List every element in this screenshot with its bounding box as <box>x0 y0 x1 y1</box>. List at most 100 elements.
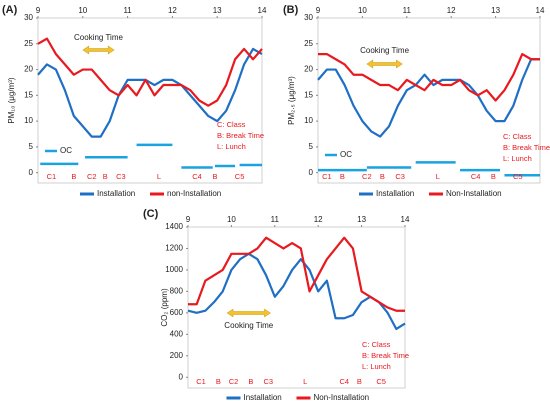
x-tick-label: 12 <box>314 215 323 224</box>
y-tick-label: 20 <box>24 65 33 74</box>
y-tick-label: 10 <box>24 116 33 125</box>
data-line <box>317 58 540 138</box>
oc-legend-label: OC <box>340 150 352 159</box>
period-label: C3 <box>263 377 273 386</box>
x-tick-label: 11 <box>123 6 132 15</box>
period-label: C4 <box>339 377 349 386</box>
cooking-time-label: Cooking Time <box>74 33 123 42</box>
period-label: C3 <box>395 172 405 181</box>
key-text: L: Lunch <box>503 154 532 163</box>
x-tick-label: 10 <box>227 215 236 224</box>
period-label: C1 <box>196 377 206 386</box>
y-axis-label: CO₂ (ppm) <box>160 288 169 327</box>
period-label: C2 <box>87 172 97 181</box>
y-axis-label: PM₂.₅ (μg/m³) <box>287 76 296 125</box>
period-label: C5 <box>376 377 386 386</box>
y-tick-label: 20 <box>304 65 313 74</box>
x-tick-label: 12 <box>447 6 456 15</box>
period-label: C2 <box>229 377 239 386</box>
legend-label: Installation <box>244 393 282 402</box>
key-text: B: Break Time <box>503 143 550 152</box>
x-tick-label: 14 <box>536 6 545 15</box>
y-tick-label: 5 <box>29 142 34 151</box>
period-label: C4 <box>471 172 481 181</box>
x-tick-label: 10 <box>78 6 87 15</box>
cooking-time-arrow <box>226 308 271 318</box>
period-label: B <box>380 172 385 181</box>
period-label: C1 <box>322 172 332 181</box>
cooking-time-label: Cooking Time <box>360 46 409 55</box>
period-label: C2 <box>362 172 372 181</box>
period-label: C3 <box>116 172 126 181</box>
x-tick-label: 10 <box>358 6 367 15</box>
period-label: B <box>340 172 345 181</box>
panel-label: (B) <box>283 4 299 16</box>
y-tick-label: 5 <box>309 142 314 151</box>
period-label: B <box>103 172 108 181</box>
legend-label: Non-Installation <box>314 393 370 402</box>
period-label: L <box>436 172 440 181</box>
x-tick-label: 13 <box>491 6 500 15</box>
y-tick-label: 400 <box>170 329 184 338</box>
y-axis-label: PM₁₀ (μg/m³) <box>7 77 16 124</box>
period-label: L <box>303 377 307 386</box>
legend-label: Installation <box>97 189 135 198</box>
y-tick-label: 800 <box>170 287 184 296</box>
legend-label: non-Installation <box>167 189 221 198</box>
plot-frame <box>187 226 406 389</box>
panel-label: (C) <box>143 208 159 220</box>
key-text: C: Class <box>217 120 246 129</box>
x-tick-label: 14 <box>258 6 267 15</box>
plot-frame <box>37 17 263 184</box>
y-tick-label: 10 <box>304 116 313 125</box>
period-label: L <box>157 172 161 181</box>
cooking-time-label: Cooking Time <box>224 321 273 330</box>
y-tick-label: 1400 <box>165 222 183 231</box>
key-text: C: Class <box>362 340 391 349</box>
data-line <box>188 236 405 312</box>
y-tick-label: 30 <box>304 13 313 22</box>
x-tick-label: 9 <box>186 215 191 224</box>
data-line <box>318 52 540 102</box>
y-tick-label: 0 <box>29 168 34 177</box>
y-tick-label: 15 <box>304 90 313 99</box>
key-text: B: Break Time <box>217 131 264 140</box>
period-label: C4 <box>192 172 202 181</box>
period-label: C5 <box>513 172 523 181</box>
y-tick-label: 1200 <box>165 244 183 253</box>
period-label: B <box>357 377 362 386</box>
y-tick-label: 200 <box>170 351 184 360</box>
x-tick-label: 11 <box>271 215 280 224</box>
y-tick-label: 600 <box>170 308 184 317</box>
period-label: B <box>71 172 76 181</box>
data-line <box>37 37 263 107</box>
legend-label: Installation <box>376 189 414 198</box>
key-text: L: Lunch <box>362 362 391 371</box>
oc-legend-label: OC <box>60 146 72 155</box>
key-text: C: Class <box>503 132 532 141</box>
plot-frame <box>317 17 541 184</box>
panel-label: (A) <box>2 4 18 16</box>
period-label: B <box>212 172 217 181</box>
x-tick-label: 14 <box>401 215 410 224</box>
key-text: B: Break Time <box>362 351 409 360</box>
x-tick-label: 13 <box>357 215 366 224</box>
period-label: C1 <box>47 172 57 181</box>
period-label: B <box>491 172 496 181</box>
y-tick-label: 15 <box>24 90 33 99</box>
x-tick-label: 12 <box>168 6 177 15</box>
x-tick-label: 9 <box>36 6 41 15</box>
data-line <box>187 252 406 331</box>
x-tick-label: 11 <box>403 6 412 15</box>
data-line <box>37 47 263 138</box>
legend-label: Non-Installation <box>446 189 502 198</box>
cooking-time-arrow <box>82 45 115 55</box>
y-tick-label: 30 <box>24 13 33 22</box>
y-tick-label: 0 <box>179 372 184 381</box>
y-tick-label: 1000 <box>165 265 183 274</box>
cooking-time-arrow <box>366 59 403 69</box>
y-tick-label: 25 <box>304 39 313 48</box>
period-label: B <box>248 377 253 386</box>
